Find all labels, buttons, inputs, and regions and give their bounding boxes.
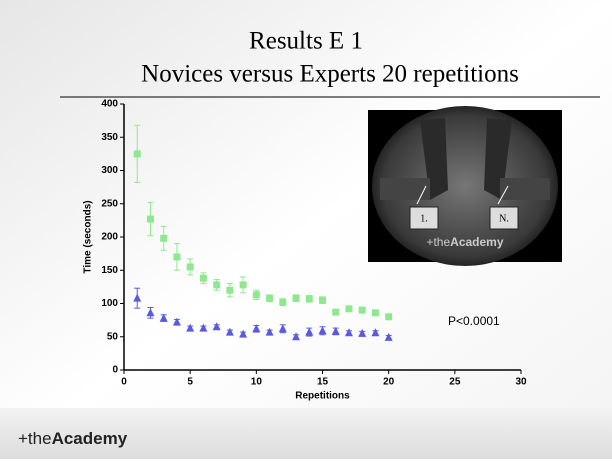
photo-card (489, 206, 519, 230)
point (199, 274, 207, 282)
photo-arrow (416, 185, 427, 205)
point (213, 281, 221, 289)
point (226, 286, 234, 294)
point (252, 324, 261, 333)
point (239, 281, 247, 289)
point (345, 305, 353, 313)
point (146, 308, 155, 317)
x-tick-label: 10 (251, 377, 263, 388)
point (305, 327, 314, 336)
y-tick-label: 400 (101, 99, 118, 110)
photo-board (500, 178, 550, 200)
y-tick-label: 50 (107, 331, 119, 342)
point (159, 313, 168, 322)
photo: 1. N. +theAcademy (368, 106, 562, 266)
point (371, 328, 380, 337)
title: Novices versus Experts 20 repetitions (141, 61, 519, 88)
photo-board (380, 178, 430, 200)
point (331, 326, 340, 335)
point (371, 309, 379, 317)
point (266, 294, 274, 302)
y-tick-label: 150 (101, 265, 118, 276)
point (146, 215, 154, 223)
point (265, 327, 274, 336)
x-tick-label: 25 (449, 377, 461, 388)
point (173, 253, 181, 261)
x-tick-label: 30 (515, 377, 527, 388)
x-tick-label: 5 (187, 377, 193, 388)
photo-card (409, 206, 439, 230)
y-tick-label: 250 (101, 198, 118, 209)
point (292, 332, 301, 341)
point (160, 234, 168, 242)
point (212, 322, 221, 331)
plot: 0 50 100 150 200 250 300 350 400 0 5 10 15 20 25 30 Repe… (83, 99, 527, 402)
y-tick-label: 350 (101, 132, 118, 143)
point (279, 298, 287, 306)
point (252, 291, 260, 299)
title: Results E 1 (249, 28, 363, 55)
point (199, 323, 208, 332)
point (344, 328, 353, 337)
point (305, 295, 313, 303)
point (358, 328, 367, 337)
point (225, 327, 234, 336)
point (239, 329, 248, 338)
point (133, 293, 142, 302)
x-tick-label: 0 (121, 377, 127, 388)
point (319, 296, 326, 304)
point (358, 306, 366, 314)
photo-logo-name: Academy (450, 235, 504, 249)
point (292, 294, 300, 302)
point (385, 313, 393, 321)
y-tick-label: 0 (112, 365, 118, 376)
y-tick-label: 100 (101, 298, 118, 309)
footer-logo-name: Academy (52, 429, 128, 448)
photo-logo: +theAcademy (426, 235, 503, 249)
photo-arrow (497, 185, 509, 205)
point (172, 317, 181, 326)
point (332, 308, 340, 316)
point (318, 326, 327, 335)
footer-logo: +theAcademy (18, 429, 128, 448)
point (186, 323, 195, 332)
point (384, 332, 393, 341)
photo-board (484, 118, 512, 200)
footer-logo-prefix: +the (18, 429, 52, 448)
x-axis-label: Repetitions (295, 391, 350, 402)
footer-bar (0, 408, 612, 459)
photo-board (420, 118, 448, 200)
point (133, 150, 141, 158)
point (278, 324, 287, 333)
point (186, 263, 194, 271)
annotation: P<0.0001 (448, 314, 500, 328)
x-tick-label: 20 (383, 377, 395, 388)
y-axis-label: Time (seconds) (83, 200, 94, 273)
photo-logo-prefix: +the (426, 235, 450, 249)
y-tick-label: 300 (101, 165, 118, 176)
y-tick-label: 200 (101, 232, 118, 243)
photo-label: N. (499, 213, 509, 224)
photo-label: 1. (420, 213, 428, 224)
x-tick-label: 15 (317, 377, 329, 388)
